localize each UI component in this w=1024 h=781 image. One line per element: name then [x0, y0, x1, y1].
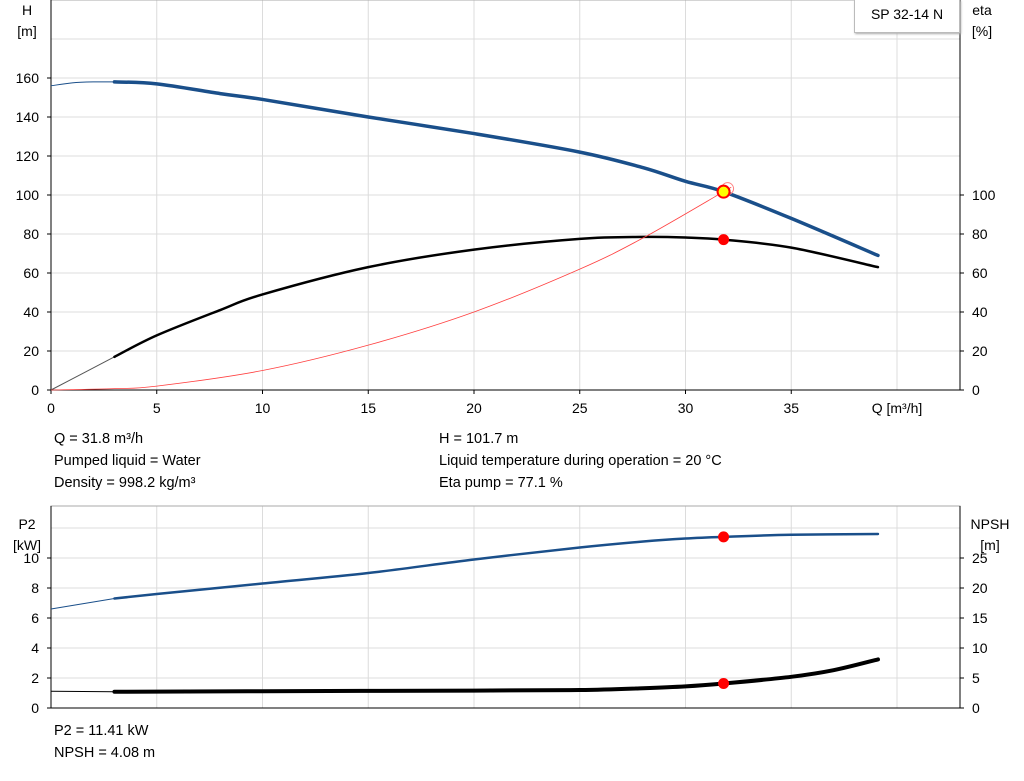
- y-tick-label: 60: [23, 265, 39, 281]
- curve-head-extrapolated: [50, 81, 115, 87]
- duty-point-npsh: [718, 678, 730, 690]
- info-q: Q = 31.8 m³/h: [54, 431, 144, 447]
- duty-point-p2: [718, 531, 730, 543]
- curve-npsh: [112, 657, 880, 694]
- y-tick-label: 2: [31, 670, 39, 686]
- model-label: SP 32-14 N: [854, 0, 960, 33]
- y-tick-label: 0: [31, 700, 39, 716]
- y2-tick-label: 60: [972, 265, 988, 281]
- duty-point-head: [716, 184, 731, 199]
- y2-tick-label: 10: [972, 640, 988, 656]
- x-tick-label: 0: [47, 400, 55, 416]
- y-tick-label: 8: [31, 580, 39, 596]
- y2-tick-label: 25: [972, 550, 988, 566]
- y2-tick-label: 0: [972, 700, 980, 716]
- y-tick-label: 80: [23, 226, 39, 242]
- y2-tick-label: 80: [972, 226, 988, 242]
- y2-tick-label: 100: [972, 187, 996, 203]
- info-liquid: Pumped liquid = Water: [54, 453, 201, 469]
- y2-tick-label: 20: [972, 343, 988, 359]
- x-tick-label: 15: [360, 400, 376, 416]
- y2-tick-label: 20: [972, 580, 988, 596]
- y2-axis-label: eta: [972, 2, 992, 18]
- curve-head: [112, 80, 880, 258]
- curve-eta-extrapolated: [50, 356, 115, 391]
- y2-tick-label: 5: [972, 670, 980, 686]
- y-tick-label: 6: [31, 610, 39, 626]
- curve-system: [50, 187, 732, 391]
- y-tick-label: 20: [23, 343, 39, 359]
- x-tick-label: 30: [678, 400, 694, 416]
- y-tick-label: 0: [31, 382, 39, 398]
- y2-tick-label: 0: [972, 382, 980, 398]
- y-axis-label: [kW]: [13, 537, 41, 553]
- info-npsh: NPSH = 4.08 m: [54, 745, 156, 761]
- y2-tick-label: 40: [972, 304, 988, 320]
- x-tick-label: 10: [255, 400, 271, 416]
- info-h: H = 101.7 m: [439, 431, 519, 447]
- y-axis-label: H: [22, 2, 32, 18]
- y-axis-label: P2: [18, 516, 35, 532]
- info-density: Density = 998.2 kg/m³: [54, 475, 196, 491]
- y-tick-label: 40: [23, 304, 39, 320]
- duty-point-eta: [718, 234, 730, 246]
- curve-npsh-extrapolated: [50, 690, 115, 693]
- y2-axis-label: NPSH: [971, 516, 1010, 532]
- y-tick-label: 100: [16, 187, 40, 203]
- y-tick-label: 10: [23, 550, 39, 566]
- curve-p2-extrapolated: [50, 598, 115, 610]
- x-tick-label: 35: [783, 400, 799, 416]
- x-tick-label: 25: [572, 400, 588, 416]
- x-tick-label: 20: [466, 400, 482, 416]
- curve-eta: [113, 235, 880, 359]
- curve-p2: [113, 532, 880, 600]
- info-temp: Liquid temperature during operation = 20…: [439, 453, 722, 469]
- x-axis-label: Q [m³/h]: [872, 400, 923, 416]
- info-p2: P2 = 11.41 kW: [54, 723, 149, 739]
- y-tick-label: 4: [31, 640, 39, 656]
- y-axis-label: [m]: [17, 23, 36, 39]
- x-tick-label: 5: [153, 400, 161, 416]
- info-eta: Eta pump = 77.1 %: [439, 475, 563, 491]
- y-tick-label: 140: [16, 109, 40, 125]
- y2-axis-label: [%]: [972, 23, 992, 39]
- y-tick-label: 160: [16, 70, 40, 86]
- y2-axis-label: [m]: [980, 537, 999, 553]
- y-tick-label: 120: [16, 148, 40, 164]
- y2-tick-label: 15: [972, 610, 988, 626]
